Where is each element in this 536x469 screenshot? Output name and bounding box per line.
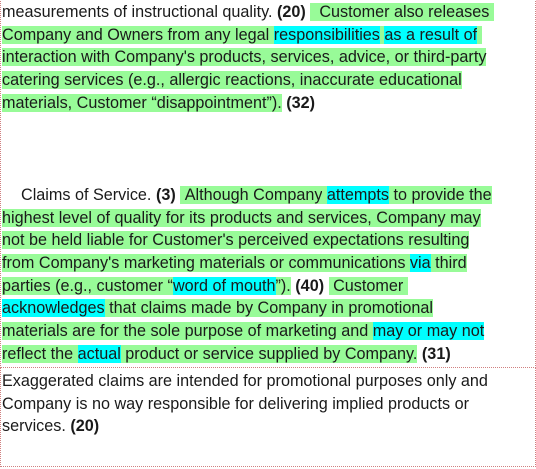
score-label: (32) (286, 93, 316, 112)
green-highlight: Customer (333, 276, 404, 295)
green-highlight: materials, Customer “disappointment”). (2, 93, 282, 112)
cyan-highlight: responsibilities (273, 25, 380, 44)
paragraph-release-of-liability: measurements of instructional quality. (… (2, 1, 530, 114)
score-label: (20) (277, 3, 306, 21)
cyan-highlight: actual (77, 344, 121, 363)
score-label: (40) (295, 276, 325, 295)
green-highlight: third (435, 254, 467, 273)
green-highlight: from Company's marketing materials or co… (2, 254, 406, 273)
text-line: parties (e.g., customer “word of mouth”)… (2, 275, 530, 298)
cyan-highlight: acknowledges (2, 299, 105, 318)
cyan-highlight: attempts (326, 186, 390, 204)
paragraph-claims-of-service: Claims of Service. (3) Although Company … (2, 184, 530, 366)
text-line: Claims of Service. (3) Although Company … (2, 184, 530, 207)
green-highlight: product or service supplied by Company. (125, 344, 418, 363)
text-line: acknowledges that claims made by Company… (2, 297, 530, 320)
text-line: catering services (e.g., allergic reacti… (2, 69, 530, 92)
green-highlight: parties (e.g., customer “ (2, 276, 173, 295)
text-line: from Company's marketing materials or co… (2, 252, 530, 275)
text-line: interaction with Company's products, ser… (2, 46, 530, 69)
text-line: services. (20) (2, 415, 530, 438)
green-highlight: not be held liable for Customer's percei… (2, 231, 470, 250)
score-label: (31) (421, 344, 451, 363)
green-highlight: Company and Owners from any legal (2, 25, 270, 44)
plain-text: measurements of instructional quality. (2, 3, 273, 21)
green-highlight: Customer also releases (310, 3, 494, 21)
green-highlight: to provide the (393, 186, 492, 204)
text-line: materials, Customer “disappointment”). (… (2, 92, 530, 115)
score-label: (3) (155, 186, 176, 204)
green-highlight: Although Company (184, 186, 323, 204)
cyan-highlight: may or may not (372, 322, 485, 341)
cyan-highlight: word of mouth (172, 276, 276, 295)
text-line: Company and Owners from any legal respon… (2, 24, 530, 47)
green-highlight: interaction with Company's products, ser… (2, 48, 487, 67)
plain-text: Claims of Service. (21, 186, 152, 204)
cyan-highlight: via (409, 254, 431, 273)
green-highlight: that claims made by Company in promotion… (109, 299, 433, 318)
plain-text: services. (2, 417, 66, 436)
paragraph-exaggerated-claims: Exaggerated claims are intended for prom… (2, 370, 530, 438)
text-line: reflect the actual product or service su… (2, 343, 530, 366)
green-highlight: highest level of quality for its product… (2, 208, 481, 227)
text-line: not be held liable for Customer's percei… (2, 229, 530, 252)
cyan-highlight: as a result of (384, 25, 478, 44)
text-line: measurements of instructional quality. (… (2, 1, 530, 24)
score-label: (20) (70, 417, 100, 436)
green-highlight: materials are for the sole purpose of ma… (2, 322, 369, 341)
text-line: Exaggerated claims are intended for prom… (2, 372, 488, 390)
green-highlight: reflect the (2, 344, 74, 363)
text-line: Company is no way responsible for delive… (2, 394, 469, 413)
green-highlight: ”). (275, 276, 291, 295)
text-line: highest level of quality for its product… (2, 207, 530, 230)
text-line: materials are for the sole purpose of ma… (2, 320, 530, 343)
green-highlight: catering services (e.g., allergic reacti… (2, 71, 462, 90)
